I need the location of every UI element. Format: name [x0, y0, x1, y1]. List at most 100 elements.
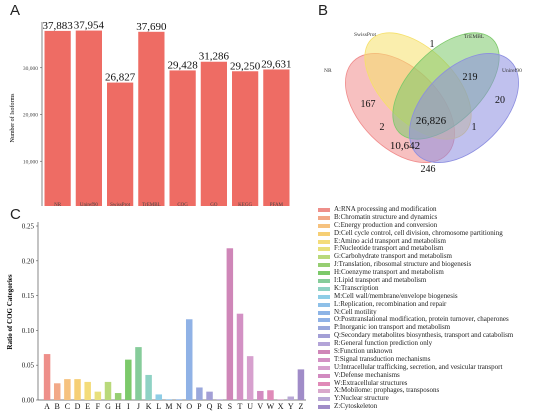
legend-label: B:Chromatin structure and dynamics: [334, 212, 438, 221]
data-label: 29,250: [230, 60, 261, 72]
x-tick-label: SwissProt: [110, 203, 131, 206]
x-tick-label: J: [137, 402, 140, 411]
venn-set-label: NR: [324, 68, 332, 74]
legend-swatch: [318, 373, 330, 378]
legend-item: O:Posttranslational modification, protei…: [318, 316, 548, 324]
x-tick-label: PFAM: [270, 203, 284, 206]
legend-swatch: [318, 271, 330, 276]
legend-label: M:Cell wall/membrane/envelope biogenesis: [334, 291, 458, 300]
y-tick-label: 0.10: [22, 327, 35, 335]
legend-item: Z:Cytoskeleton: [318, 402, 548, 411]
database-venn-diagram: NR SwissProt TrEMBL Uniref90 167 1 219 20 2 26,82…: [324, 32, 522, 175]
venn-count: 246: [421, 164, 436, 175]
legend-swatch: [318, 207, 330, 212]
x-tick-label: T: [238, 402, 243, 411]
x-tick-label: L: [156, 402, 161, 411]
x-tick-label: U: [247, 402, 253, 411]
legend-swatch: [318, 239, 330, 244]
panel-label-a: A: [10, 2, 21, 19]
bar-k: [145, 374, 152, 400]
legend-label: J:Translation, ribosomal structure and b…: [334, 260, 472, 269]
x-tick-label: KEGG: [238, 203, 252, 206]
legend-item: L:Replication, recombination and repair: [318, 300, 548, 309]
x-tick-label: I: [127, 402, 130, 411]
x-tick-label: B: [55, 402, 60, 411]
x-tick-label: F: [96, 402, 101, 411]
venn-count: 2: [380, 122, 385, 133]
bar-pfam: [263, 69, 290, 206]
legend-item: M:Cell wall/membrane/envelope biogenesis: [318, 291, 548, 301]
legend-label: Q:Secondary metabolites biosynthesis, tr…: [334, 331, 514, 340]
bar-trembl: [138, 31, 165, 206]
legend-label: T:Signal transduction mechanisms: [334, 354, 431, 363]
x-tick-label: Q: [207, 402, 213, 411]
bar-x: [277, 399, 284, 400]
x-tick-label: X: [278, 402, 284, 411]
bar-j: [135, 347, 142, 400]
panel-label-c: C: [10, 206, 21, 223]
legend-label: N:Cell motility: [334, 307, 377, 316]
legend-swatch: [318, 263, 330, 268]
x-tick-label: K: [146, 402, 152, 411]
legend-swatch: [318, 215, 330, 220]
legend-item: N:Cell motility: [318, 307, 548, 317]
legend-item: K:Transcription: [318, 284, 548, 293]
bar-p: [196, 387, 203, 400]
legend-swatch: [318, 405, 330, 410]
legend-swatch: [318, 342, 330, 347]
legend-item: U:Intracellular trafficking, secretion, …: [318, 363, 548, 372]
bar-i: [125, 359, 132, 400]
venn-count: 167: [361, 99, 376, 110]
bar-o: [185, 319, 193, 400]
legend-swatch: [318, 255, 330, 260]
legend-label: D:Cell cycle control, cell division, chr…: [334, 228, 503, 237]
x-tick-label: A: [44, 402, 50, 411]
legend-item: V:Defense mechanisms: [318, 370, 548, 380]
bar-c: [64, 379, 71, 400]
bar-swissprot: [107, 82, 134, 206]
legend-swatch: [318, 365, 330, 370]
bar-b: [53, 383, 61, 400]
x-tick-label: N: [176, 402, 182, 411]
y-tick-label: 0.20: [22, 257, 35, 265]
bar-u: [246, 356, 254, 400]
legend-swatch: [318, 286, 330, 291]
data-label: 29,428: [168, 59, 199, 71]
x-tick-label: GO: [210, 203, 218, 206]
bar-q: [206, 391, 213, 400]
bar-r: [216, 399, 223, 400]
bar-t: [236, 313, 244, 400]
legend-label: O:Posttranslational modification, protei…: [334, 315, 509, 324]
legend-item: R:General function prediction only: [318, 339, 548, 348]
legend-swatch: [318, 310, 330, 315]
venn-set-uniref90: [409, 53, 519, 163]
legend-item: A:RNA processing and modification: [318, 205, 548, 214]
legend-label: X:Mobilome: prophages, transposons: [334, 386, 440, 395]
legend-swatch: [318, 397, 330, 402]
legend-swatch: [318, 302, 330, 307]
bar-nr: [44, 30, 71, 206]
legend-label: S:Function unknown: [334, 347, 393, 356]
panel-label-b: B: [318, 2, 329, 19]
bar-e: [84, 381, 91, 400]
legend-label: C:Energy production and conversion: [334, 220, 438, 229]
legend-label: W:Extracellular structures: [334, 378, 408, 387]
legend-item: P:Inorganic ion transport and metabolism: [318, 323, 548, 332]
y-axis-label: Ratio of COG Categories: [6, 274, 14, 350]
isoform-count-chart: Number of Isoforms010,00020,00030,00037,…: [9, 20, 292, 206]
legend-swatch: [318, 326, 330, 331]
x-tick-label: G: [105, 402, 111, 411]
y-tick-label: 0.05: [22, 362, 35, 370]
y-tick-label: 10,000: [23, 159, 38, 165]
bar-cog: [169, 70, 196, 206]
legend-swatch: [318, 247, 330, 252]
legend-swatch: [318, 381, 330, 386]
y-tick-label: 0.00: [22, 397, 35, 405]
legend-label: G:Carbohydrate transport and metabolism: [334, 252, 452, 261]
bar-m: [165, 399, 173, 400]
legend-label: Y:Nuclear structure: [334, 394, 389, 403]
data-label: 37,954: [74, 20, 105, 32]
cog-legend: A:RNA processing and modification B:Chrom…: [318, 205, 548, 411]
legend-label: V:Defense mechanisms: [334, 370, 400, 379]
legend-swatch: [318, 223, 330, 228]
